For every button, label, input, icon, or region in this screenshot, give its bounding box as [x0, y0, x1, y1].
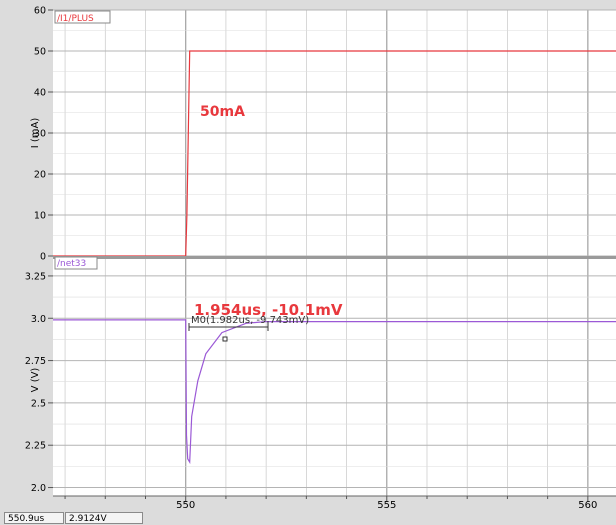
marker-m0-label: M0(1.982us, -9.743mV) — [191, 315, 309, 326]
voltage-y-tick-label: 2.25 — [25, 441, 46, 452]
voltage-y-tick-label: 3.25 — [25, 271, 46, 282]
x-axis: 550 555 560 — [53, 495, 616, 511]
current-signal-tab[interactable]: /I1/PLUS — [54, 10, 111, 24]
voltage-panel-y-ticks: 3.25 3.0 2.75 2.5 2.25 2.0 — [25, 271, 53, 494]
voltage-trace[interactable] — [53, 319, 616, 465]
current-annotation: 50mA — [200, 104, 245, 120]
voltage-y-tick-label: 3.0 — [31, 314, 46, 325]
current-signal-label: /I1/PLUS — [57, 14, 94, 24]
current-y-tick-label: 20 — [34, 170, 46, 181]
voltage-signal-tab[interactable]: /net33 — [54, 256, 98, 270]
waveform-plot-area[interactable]: 60 50 40 30 20 10 0 50mA I (mA) 3.25 3.0 2.75 2.5… — [0, 0, 616, 511]
voltage-panel[interactable] — [53, 259, 616, 496]
current-y-tick-label: 50 — [34, 47, 46, 58]
x-tick-label: 555 — [377, 500, 396, 510]
panel-divider[interactable] — [53, 256, 616, 259]
current-y-tick-label: 0 — [40, 252, 46, 263]
current-y-axis-label: I (mA) — [30, 118, 41, 149]
current-y-tick-label: 30 — [34, 129, 46, 140]
time-readout: 550.9us — [4, 512, 64, 524]
voltage-y-tick-label: 2.75 — [25, 356, 46, 367]
marker-m0[interactable]: M0(1.982us, -9.743mV) — [188, 315, 309, 342]
voltage-signal-label: /net33 — [57, 259, 86, 269]
current-panel-y-ticks: 60 50 40 30 20 10 0 — [34, 6, 53, 263]
voltage-y-tick-label: 2.0 — [31, 483, 46, 494]
current-y-tick-label: 10 — [34, 211, 46, 222]
voltage-y-axis-label: V (V) — [30, 368, 41, 393]
marker-m0-handle[interactable] — [222, 336, 228, 342]
value-readout: 2.9124V — [65, 512, 143, 524]
x-tick-label: 560 — [578, 500, 597, 510]
x-tick-label: 550 — [176, 500, 195, 510]
voltage-annotation: 1.954us, -10.1mV — [194, 301, 343, 319]
voltage-panel-grid — [53, 259, 616, 496]
voltage-y-tick-label: 2.5 — [31, 398, 46, 409]
current-y-tick-label: 40 — [34, 88, 46, 99]
current-y-tick-label: 60 — [34, 6, 46, 17]
